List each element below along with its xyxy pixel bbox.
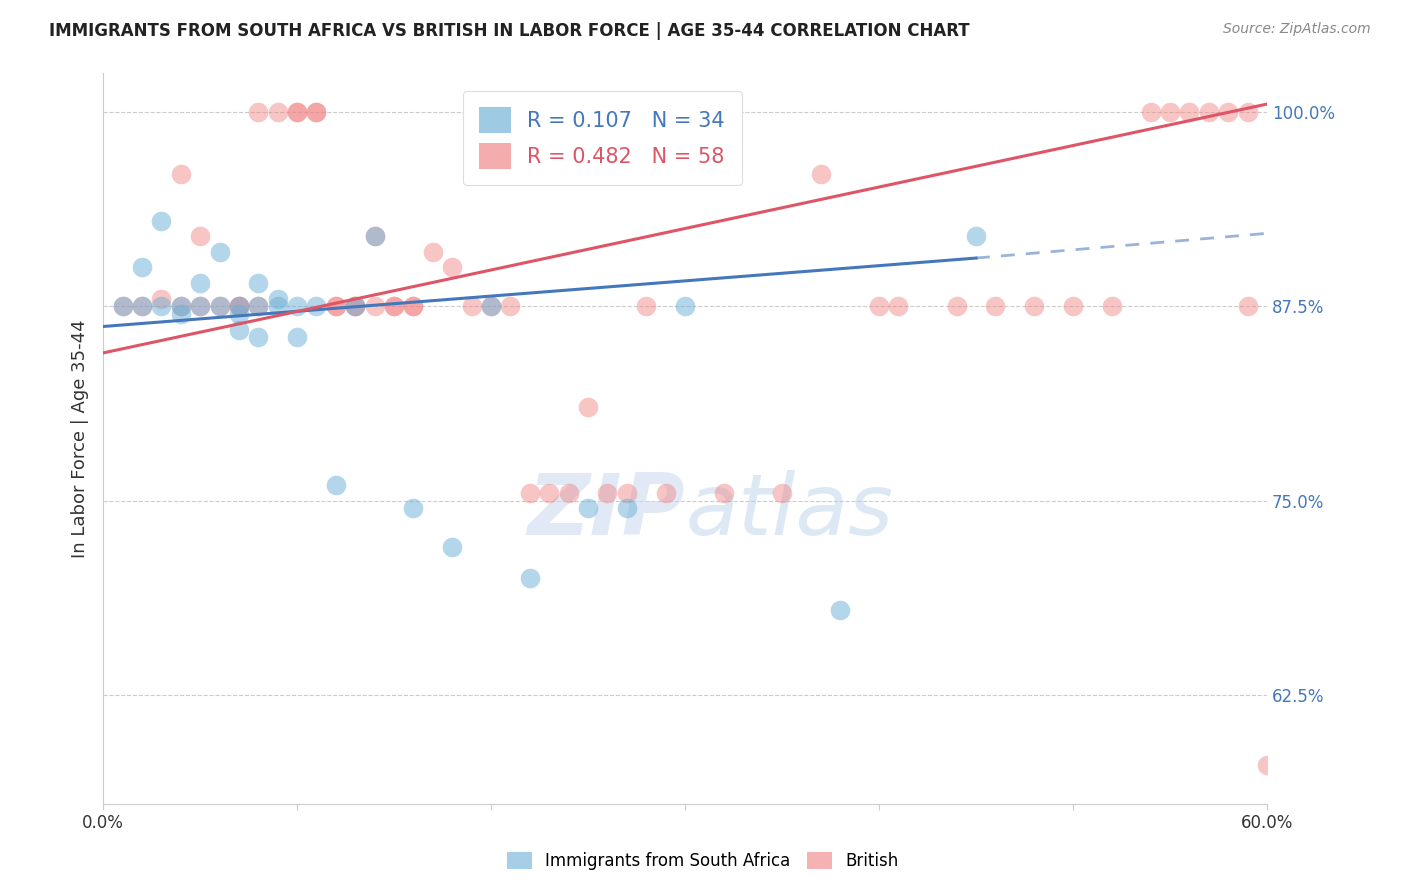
- Point: [170, 299, 193, 313]
- Point: [285, 104, 308, 119]
- Point: [228, 299, 250, 313]
- Point: [984, 299, 1007, 313]
- Point: [150, 299, 173, 313]
- Point: [557, 486, 579, 500]
- Point: [305, 104, 328, 119]
- Point: [363, 299, 385, 313]
- Point: [770, 486, 793, 500]
- Point: [1159, 104, 1181, 119]
- Point: [538, 486, 561, 500]
- Point: [868, 299, 890, 313]
- Point: [267, 104, 290, 119]
- Point: [830, 602, 852, 616]
- Point: [247, 276, 270, 290]
- Text: atlas: atlas: [685, 470, 893, 553]
- Point: [479, 299, 502, 313]
- Point: [616, 501, 638, 516]
- Point: [636, 299, 658, 313]
- Point: [1062, 299, 1084, 313]
- Point: [267, 299, 290, 313]
- Point: [131, 299, 153, 313]
- Point: [344, 299, 367, 313]
- Point: [131, 299, 153, 313]
- Point: [382, 299, 405, 313]
- Point: [713, 486, 735, 500]
- Point: [131, 260, 153, 275]
- Point: [460, 299, 482, 313]
- Point: [1178, 104, 1201, 119]
- Point: [519, 571, 541, 585]
- Point: [325, 299, 347, 313]
- Point: [1236, 299, 1258, 313]
- Point: [208, 244, 231, 259]
- Point: [170, 307, 193, 321]
- Point: [945, 299, 967, 313]
- Legend: Immigrants from South Africa, British: Immigrants from South Africa, British: [501, 845, 905, 877]
- Point: [402, 299, 425, 313]
- Point: [188, 299, 211, 313]
- Point: [208, 299, 231, 313]
- Point: [654, 486, 676, 500]
- Point: [519, 486, 541, 500]
- Point: [247, 299, 270, 313]
- Point: [305, 299, 328, 313]
- Point: [479, 299, 502, 313]
- Point: [305, 104, 328, 119]
- Point: [1139, 104, 1161, 119]
- Point: [1216, 104, 1239, 119]
- Point: [111, 299, 134, 313]
- Point: [576, 501, 599, 516]
- Point: [422, 244, 444, 259]
- Point: [208, 299, 231, 313]
- Point: [1101, 299, 1123, 313]
- Point: [150, 292, 173, 306]
- Text: ZIP: ZIP: [527, 470, 685, 553]
- Point: [616, 486, 638, 500]
- Point: [228, 299, 250, 313]
- Point: [499, 299, 522, 313]
- Point: [285, 299, 308, 313]
- Point: [247, 104, 270, 119]
- Point: [965, 229, 987, 244]
- Point: [285, 104, 308, 119]
- Point: [1024, 299, 1046, 313]
- Point: [402, 501, 425, 516]
- Point: [673, 299, 696, 313]
- Point: [247, 330, 270, 344]
- Point: [150, 213, 173, 227]
- Point: [887, 299, 910, 313]
- Point: [576, 401, 599, 415]
- Point: [285, 330, 308, 344]
- Point: [810, 167, 832, 181]
- Point: [1198, 104, 1220, 119]
- Point: [363, 229, 385, 244]
- Point: [596, 486, 619, 500]
- Point: [382, 299, 405, 313]
- Point: [188, 229, 211, 244]
- Point: [325, 299, 347, 313]
- Text: IMMIGRANTS FROM SOUTH AFRICA VS BRITISH IN LABOR FORCE | AGE 35-44 CORRELATION C: IMMIGRANTS FROM SOUTH AFRICA VS BRITISH …: [49, 22, 970, 40]
- Point: [170, 167, 193, 181]
- Point: [1256, 758, 1278, 772]
- Point: [344, 299, 367, 313]
- Y-axis label: In Labor Force | Age 35-44: In Labor Force | Age 35-44: [72, 319, 89, 558]
- Point: [325, 478, 347, 492]
- Point: [228, 307, 250, 321]
- Point: [188, 299, 211, 313]
- Point: [267, 292, 290, 306]
- Point: [228, 323, 250, 337]
- Text: Source: ZipAtlas.com: Source: ZipAtlas.com: [1223, 22, 1371, 37]
- Point: [402, 299, 425, 313]
- Legend: R = 0.107   N = 34, R = 0.482   N = 58: R = 0.107 N = 34, R = 0.482 N = 58: [463, 91, 741, 186]
- Point: [441, 541, 464, 555]
- Point: [363, 229, 385, 244]
- Point: [111, 299, 134, 313]
- Point: [170, 299, 193, 313]
- Point: [1236, 104, 1258, 119]
- Point: [344, 299, 367, 313]
- Point: [228, 299, 250, 313]
- Point: [247, 299, 270, 313]
- Point: [188, 276, 211, 290]
- Point: [441, 260, 464, 275]
